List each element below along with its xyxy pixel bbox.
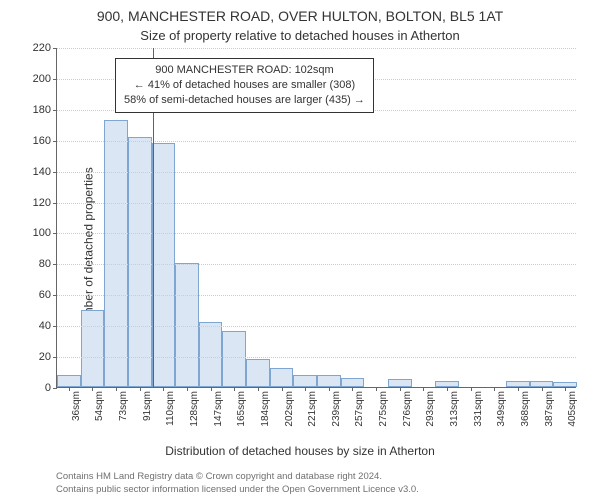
x-tick-label: 293sqm <box>425 391 436 427</box>
x-tick-label: 349sqm <box>496 391 507 427</box>
x-tick-mark <box>518 387 519 391</box>
x-tick-mark <box>282 387 283 391</box>
x-tick-label: 387sqm <box>544 391 555 427</box>
x-tick-mark <box>258 387 259 391</box>
chart-title-sub: Size of property relative to detached ho… <box>0 28 600 43</box>
x-tick-label: 313sqm <box>449 391 460 427</box>
y-tick-label: 220 <box>33 42 51 54</box>
y-tick-mark <box>53 388 57 389</box>
histogram-bar <box>270 368 294 387</box>
y-tick-label: 120 <box>33 197 51 209</box>
gridline <box>57 264 576 265</box>
y-tick-mark <box>53 172 57 173</box>
annotation-line-3: 58% of semi-detached houses are larger (… <box>124 93 365 108</box>
annotation-line-2: ← 41% of detached houses are smaller (30… <box>124 78 365 93</box>
histogram-bar <box>81 310 105 387</box>
x-tick-label: 54sqm <box>94 391 105 421</box>
x-tick-label: 147sqm <box>213 391 224 427</box>
y-tick-label: 60 <box>39 289 51 301</box>
y-tick-mark <box>53 141 57 142</box>
attribution-text: Contains HM Land Registry data © Crown c… <box>56 471 588 496</box>
x-tick-label: 275sqm <box>378 391 389 427</box>
y-tick-label: 180 <box>33 104 51 116</box>
x-tick-label: 239sqm <box>331 391 342 427</box>
y-tick-mark <box>53 357 57 358</box>
x-tick-label: 184sqm <box>260 391 271 427</box>
x-tick-label: 202sqm <box>284 391 295 427</box>
x-tick-label: 368sqm <box>520 391 531 427</box>
x-tick-label: 91sqm <box>142 391 153 421</box>
x-tick-mark <box>116 387 117 391</box>
gridline <box>57 357 576 358</box>
x-tick-mark <box>329 387 330 391</box>
x-tick-label: 36sqm <box>71 391 82 421</box>
gridline <box>57 172 576 173</box>
histogram-bar <box>317 375 341 387</box>
x-tick-mark <box>471 387 472 391</box>
y-tick-label: 140 <box>33 166 51 178</box>
y-tick-label: 0 <box>45 382 51 394</box>
y-tick-label: 200 <box>33 73 51 85</box>
x-tick-label: 331sqm <box>473 391 484 427</box>
histogram-bar <box>341 378 365 387</box>
gridline <box>57 48 576 49</box>
x-tick-label: 405sqm <box>567 391 578 427</box>
chart-title-main: 900, MANCHESTER ROAD, OVER HULTON, BOLTO… <box>0 8 600 24</box>
histogram-bar <box>57 375 81 387</box>
y-tick-mark <box>53 110 57 111</box>
y-tick-mark <box>53 48 57 49</box>
histogram-bar <box>199 322 223 387</box>
x-tick-label: 110sqm <box>165 391 176 426</box>
x-tick-label: 221sqm <box>307 391 318 427</box>
gridline <box>57 141 576 142</box>
x-tick-mark <box>140 387 141 391</box>
y-tick-mark <box>53 79 57 80</box>
x-axis-label: Distribution of detached houses by size … <box>0 444 600 458</box>
x-tick-mark <box>447 387 448 391</box>
annotation-box: 900 MANCHESTER ROAD: 102sqm← 41% of deta… <box>115 58 374 113</box>
x-tick-mark <box>400 387 401 391</box>
gridline <box>57 295 576 296</box>
histogram-bar <box>246 359 270 387</box>
y-tick-mark <box>53 203 57 204</box>
histogram-bar <box>388 379 412 387</box>
attribution-line-2: Contains public sector information licen… <box>56 484 588 496</box>
histogram-bar <box>104 120 128 387</box>
property-size-chart: 900, MANCHESTER ROAD, OVER HULTON, BOLTO… <box>0 0 600 500</box>
y-tick-label: 160 <box>33 135 51 147</box>
x-tick-label: 165sqm <box>236 391 247 427</box>
y-tick-label: 40 <box>39 320 51 332</box>
histogram-bar <box>222 331 246 387</box>
y-tick-label: 20 <box>39 351 51 363</box>
gridline <box>57 233 576 234</box>
x-tick-mark <box>211 387 212 391</box>
x-tick-label: 128sqm <box>189 391 200 427</box>
y-tick-mark <box>53 326 57 327</box>
x-tick-mark <box>542 387 543 391</box>
y-tick-mark <box>53 295 57 296</box>
y-tick-mark <box>53 264 57 265</box>
x-tick-mark <box>376 387 377 391</box>
y-tick-mark <box>53 233 57 234</box>
gridline <box>57 326 576 327</box>
x-tick-label: 73sqm <box>118 391 129 421</box>
y-tick-label: 80 <box>39 258 51 270</box>
histogram-bar <box>128 137 152 387</box>
x-tick-label: 257sqm <box>354 391 365 427</box>
attribution-line-1: Contains HM Land Registry data © Crown c… <box>56 471 588 483</box>
histogram-bar <box>293 375 317 387</box>
gridline <box>57 203 576 204</box>
x-tick-label: 276sqm <box>402 391 413 427</box>
x-tick-mark <box>187 387 188 391</box>
plot-area: 02040608010012014016018020022036sqm54sqm… <box>56 48 576 388</box>
x-tick-mark <box>69 387 70 391</box>
y-tick-label: 100 <box>33 227 51 239</box>
annotation-line-1: 900 MANCHESTER ROAD: 102sqm <box>124 63 365 78</box>
